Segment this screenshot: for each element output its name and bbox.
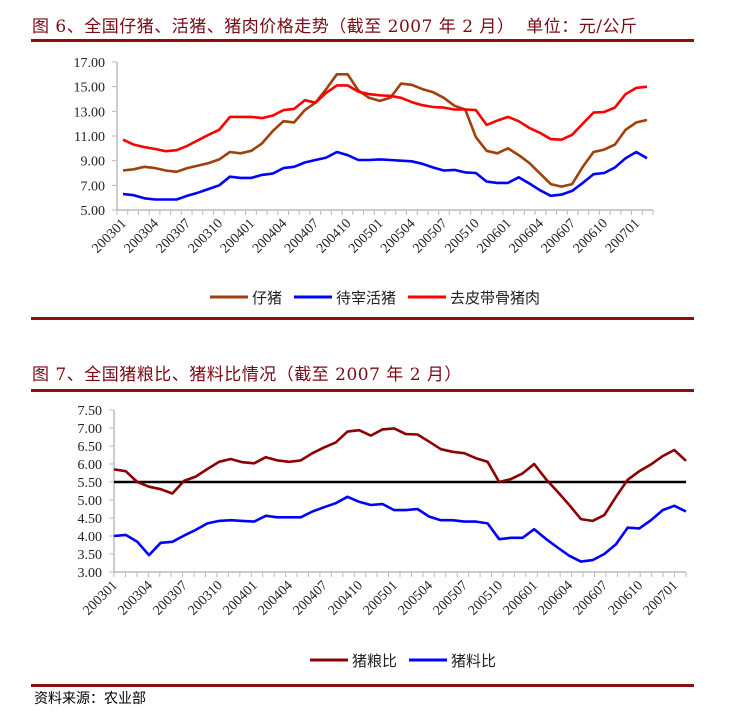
series-line-3: [122, 84, 648, 153]
chart1-price-trend: 5.007.009.0011.0013.0015.0017.0020030120…: [74, 56, 654, 307]
series-line-2: [113, 495, 687, 563]
x-tick-label: 200407: [291, 578, 331, 618]
chart1-title-rule: [31, 39, 694, 42]
series-line-1: [113, 427, 687, 523]
x-tick-label: 200610: [606, 578, 646, 618]
y-tick-label: 5.50: [78, 476, 103, 491]
chart1-title: 图 6、全国仔猪、活猪、猪肉价格走势（截至 2007 年 2 月） 单位：元/公…: [32, 17, 638, 37]
y-tick-label: 4.00: [78, 530, 103, 545]
chart2-title-rule: [31, 389, 694, 392]
x-tick-label: 200501: [361, 578, 401, 618]
x-tick-label: 200607: [571, 578, 611, 618]
x-tick-label: 200504: [396, 578, 436, 618]
chart2-title: 图 7、全国猪粮比、猪料比情况（截至 2007 年 2 月）: [32, 365, 462, 385]
x-tick-label: 200701: [641, 578, 681, 618]
y-tick-label: 13.00: [74, 105, 106, 120]
x-tick-label: 200310: [186, 578, 226, 618]
legend-label-2: 待宰活猪: [336, 289, 396, 307]
x-tick-label: 200301: [81, 578, 121, 618]
source-note: 资料来源：农业部: [34, 691, 146, 707]
x-tick-label: 200304: [116, 578, 156, 618]
x-tick-label: 200404: [256, 578, 296, 618]
series-line-1: [122, 73, 648, 188]
x-tick-label: 200410: [326, 578, 366, 618]
legend-label-3: 去皮带骨猪肉: [450, 289, 540, 307]
chart1-bottom-rule: [31, 317, 694, 320]
y-tick-label: 9.00: [81, 155, 106, 170]
series-line-2: [122, 150, 648, 201]
x-tick-label: 200510: [466, 578, 506, 618]
y-tick-label: 7.00: [81, 179, 106, 194]
y-tick-label: 17.00: [74, 56, 106, 71]
y-tick-label: 3.50: [78, 548, 103, 563]
x-tick-label: 200307: [151, 578, 191, 618]
y-tick-label: 5.00: [81, 204, 106, 219]
y-tick-label: 7.50: [78, 404, 103, 419]
y-tick-label: 7.00: [78, 422, 103, 437]
y-tick-label: 15.00: [74, 81, 106, 96]
x-tick-label: 200604: [536, 578, 576, 618]
y-tick-label: 5.00: [78, 494, 103, 509]
y-tick-label: 6.00: [78, 458, 103, 473]
x-tick-label: 200601: [501, 578, 541, 618]
y-tick-label: 6.50: [78, 440, 103, 455]
chart2-ratio-trend: 3.00 3.50 4.00 4.50 5.00 5.50 6.00 6.50 7.00 7.50…: [78, 404, 687, 670]
y-tick-label: 3.00: [78, 566, 103, 581]
x-tick-label: 200507: [431, 578, 471, 618]
chart2-bottom-rule: [31, 684, 694, 687]
y-tick-label: 4.50: [78, 512, 103, 527]
y-tick-label: 11.00: [74, 130, 105, 145]
legend-label-2: 猪料比: [451, 652, 496, 670]
x-tick-label: 200401: [221, 578, 261, 618]
legend-label-1: 猪粮比: [352, 652, 397, 670]
legend-label-1: 仔猪: [252, 289, 282, 307]
